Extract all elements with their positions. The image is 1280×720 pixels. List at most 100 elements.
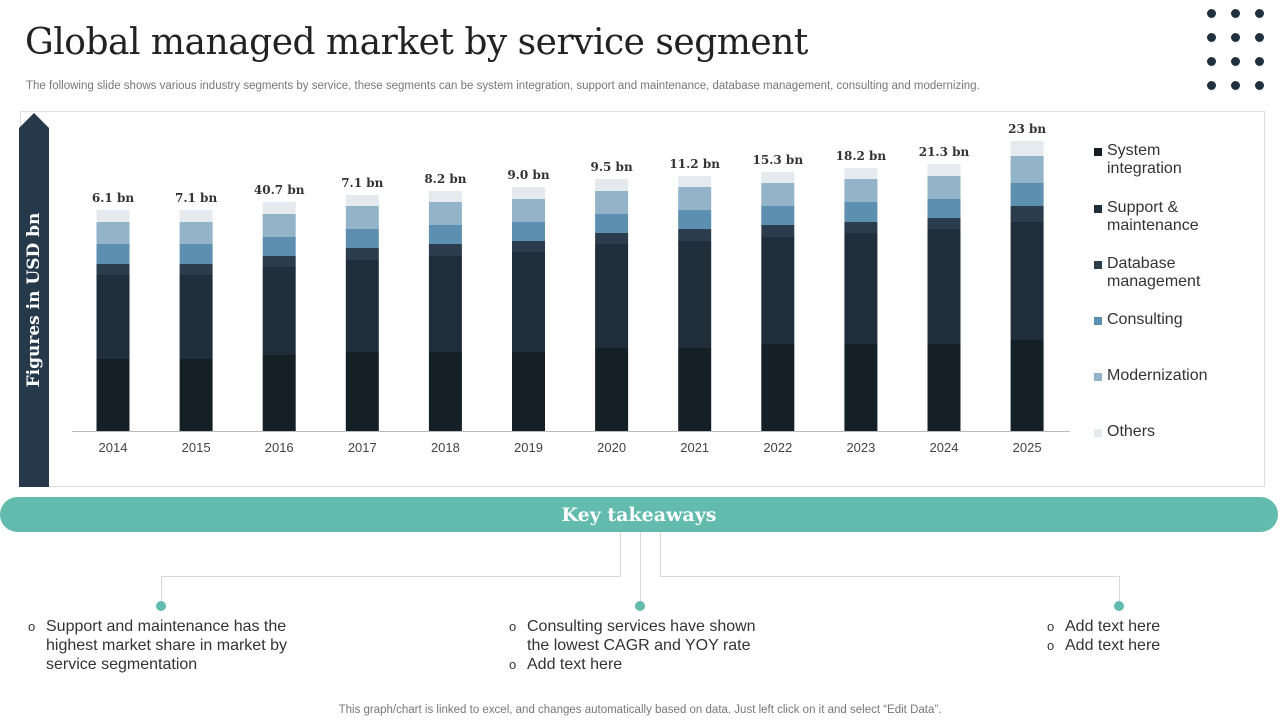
bar-segment-others[interactable] [512, 187, 545, 199]
bar-segment-others[interactable] [345, 195, 379, 206]
bar-segment-support-maintenance[interactable] [179, 275, 213, 359]
takeaway-column-1: Support and maintenance has the highest … [28, 617, 303, 674]
data-label: 11.2 bn [669, 157, 720, 171]
dot-icon [1231, 81, 1240, 90]
connector-line [620, 532, 621, 576]
bar-segment-support-maintenance[interactable] [761, 237, 795, 344]
bar-segment-system-integration[interactable] [1010, 340, 1044, 431]
bar-segment-modernization[interactable] [761, 183, 795, 206]
legend-label: Support & maintenance [1107, 199, 1199, 234]
bar-segment-consulting[interactable] [761, 206, 795, 225]
bar-segment-database-management[interactable] [262, 256, 296, 267]
bar-segment-modernization[interactable] [428, 202, 462, 225]
data-label: 9.0 bn [507, 168, 549, 182]
dot-icon [1255, 81, 1264, 90]
y-axis-band [19, 128, 49, 487]
takeaway-bullet: Consulting services have shown the lowes… [509, 617, 769, 655]
connector-line [161, 576, 162, 604]
bar-segment-consulting[interactable] [428, 225, 462, 244]
bar-segment-support-maintenance[interactable] [428, 256, 462, 352]
bar-segment-others[interactable] [179, 210, 213, 222]
bar-segment-others[interactable] [678, 176, 712, 187]
bar-segment-support-maintenance[interactable] [595, 244, 629, 348]
bar-segment-support-maintenance[interactable] [512, 252, 545, 352]
bar-segment-database-management[interactable] [345, 248, 379, 260]
bar-segment-system-integration[interactable] [595, 348, 629, 431]
bar-segment-consulting[interactable] [1010, 183, 1044, 206]
bar-segment-consulting[interactable] [96, 244, 130, 264]
bar-segment-support-maintenance[interactable] [1010, 222, 1044, 340]
bar-segment-modernization[interactable] [179, 222, 213, 244]
bar-segment-system-integration[interactable] [844, 344, 878, 431]
legend-swatch-icon [1094, 317, 1102, 325]
bar-segment-modernization[interactable] [512, 199, 545, 222]
bar-segment-modernization[interactable] [844, 179, 878, 202]
bar-segment-system-integration[interactable] [678, 348, 712, 431]
bar-segment-database-management[interactable] [761, 225, 795, 237]
connector-line [660, 576, 1119, 577]
takeaway-bullet: Support and maintenance has the highest … [28, 617, 303, 674]
bar-segment-database-management[interactable] [678, 229, 712, 241]
bar-segment-modernization[interactable] [678, 187, 712, 210]
bar-segment-consulting[interactable] [595, 214, 629, 233]
bar-segment-modernization[interactable] [927, 176, 961, 199]
bar-segment-system-integration[interactable] [428, 352, 462, 431]
x-tick-label: 2020 [597, 440, 626, 455]
bar-segment-modernization[interactable] [96, 222, 130, 244]
bar-segment-modernization[interactable] [595, 191, 629, 214]
data-label: 23 bn [1008, 122, 1046, 136]
bar-segment-system-integration[interactable] [512, 352, 545, 431]
bar-segment-consulting[interactable] [179, 244, 213, 264]
bar-segment-database-management[interactable] [96, 264, 130, 275]
bar-segment-support-maintenance[interactable] [96, 275, 130, 359]
bar-segment-system-integration[interactable] [96, 359, 130, 431]
bar-segment-support-maintenance[interactable] [927, 229, 961, 344]
bar-segment-database-management[interactable] [1010, 206, 1044, 222]
bar-segment-system-integration[interactable] [262, 355, 296, 431]
bar-segment-modernization[interactable] [262, 214, 296, 237]
bar-segment-support-maintenance[interactable] [262, 267, 296, 355]
bar-segment-support-maintenance[interactable] [345, 260, 379, 352]
bar-segment-others[interactable] [595, 179, 629, 191]
bar-segment-modernization[interactable] [345, 206, 379, 229]
data-label: 7.1 bn [175, 191, 217, 205]
dot-icon [1255, 9, 1264, 18]
bar-segment-database-management[interactable] [179, 264, 213, 275]
bar-segment-support-maintenance[interactable] [844, 233, 878, 344]
bar-segment-others[interactable] [761, 172, 795, 183]
bar-segment-system-integration[interactable] [345, 352, 379, 431]
bar-segment-consulting[interactable] [512, 222, 545, 241]
bar-segment-database-management[interactable] [595, 233, 629, 244]
bar-segment-database-management[interactable] [927, 218, 961, 229]
x-tick-label: 2018 [431, 440, 460, 455]
bar-segment-system-integration[interactable] [179, 359, 213, 431]
bar-segment-others[interactable] [844, 168, 878, 179]
takeaway-bullet: Add text here [1047, 617, 1247, 636]
stacked-bar-chart[interactable]: 6.1 bn 2014 7.1 bn 2015 40.7 bn 2016 7.1 bn 201… [0, 0, 1280, 490]
bar-segment-consulting[interactable] [678, 210, 712, 229]
data-label: 8.2 bn [424, 172, 466, 186]
bar-segment-database-management[interactable] [844, 222, 878, 233]
bar-segment-others[interactable] [96, 210, 130, 222]
legend-label: System integration [1107, 142, 1182, 177]
bar-segment-consulting[interactable] [345, 229, 379, 248]
connector-line [660, 532, 661, 576]
bar-segment-system-integration[interactable] [761, 344, 795, 431]
bar-segment-consulting[interactable] [262, 237, 296, 256]
bar-segment-consulting[interactable] [927, 199, 961, 218]
bar-segment-database-management[interactable] [512, 241, 545, 252]
bar-segment-others[interactable] [927, 164, 961, 176]
bar-segment-modernization[interactable] [1010, 156, 1044, 183]
legend-label: Database management [1107, 255, 1201, 290]
connector-line [1119, 576, 1120, 604]
legend-swatch-icon [1094, 429, 1102, 437]
bar-segment-database-management[interactable] [428, 244, 462, 256]
bar-segment-support-maintenance[interactable] [678, 241, 712, 348]
bar-segment-others[interactable] [1010, 141, 1044, 156]
axis-arrow-icon [19, 113, 49, 128]
bar-segment-system-integration[interactable] [927, 344, 961, 431]
bar-segment-others[interactable] [262, 202, 296, 214]
x-tick-label: 2015 [182, 440, 211, 455]
bar-segment-others[interactable] [428, 191, 462, 202]
bar-segment-consulting[interactable] [844, 202, 878, 222]
